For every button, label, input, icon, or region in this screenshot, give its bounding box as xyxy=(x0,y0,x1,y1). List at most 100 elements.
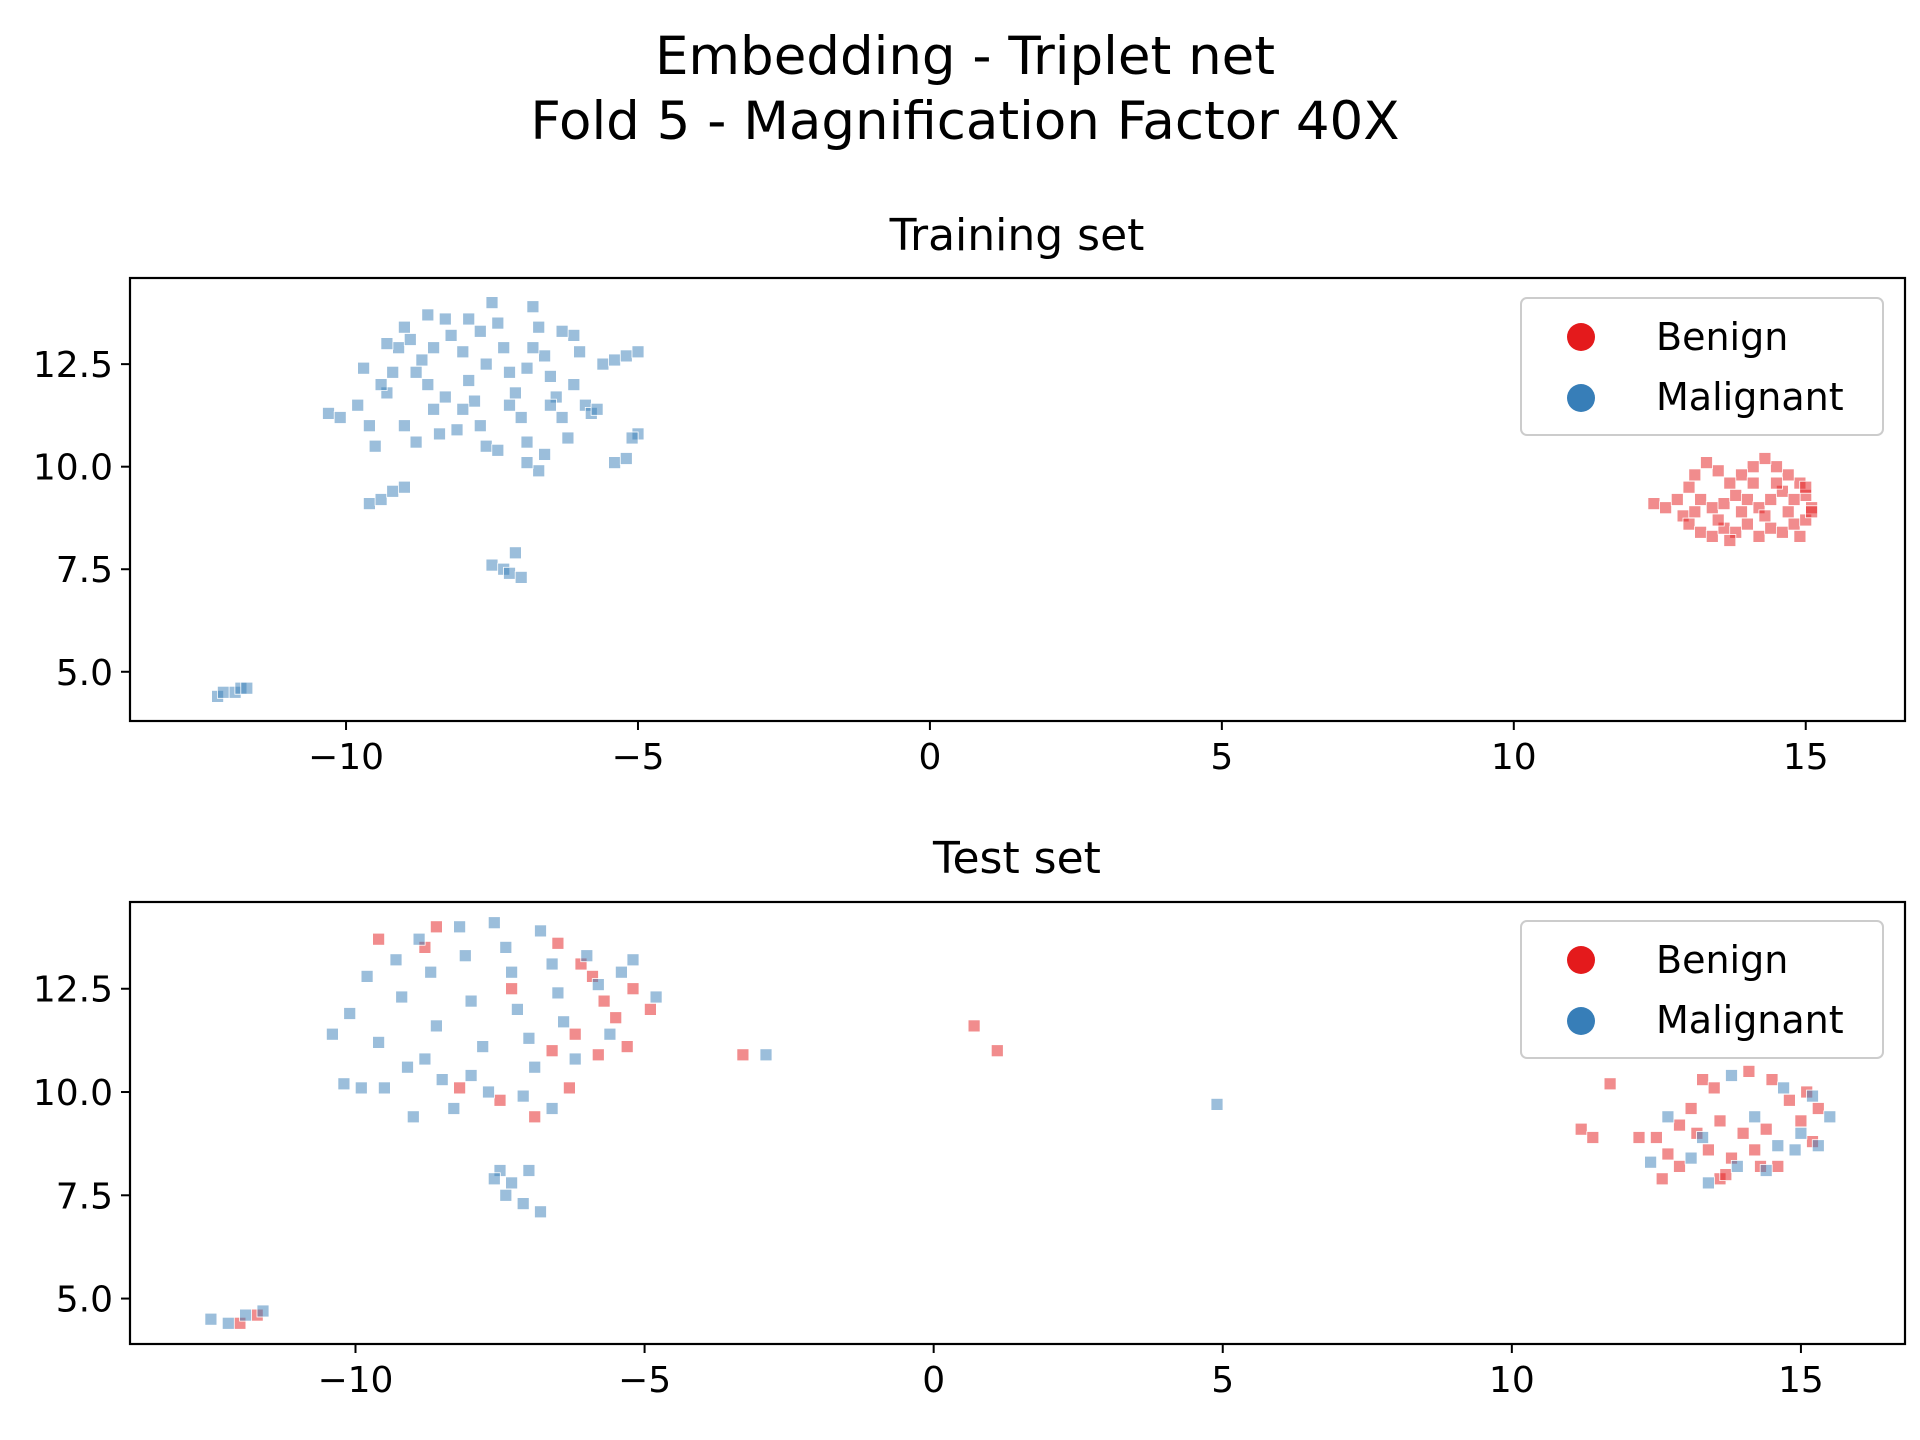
training-set-malignant-point xyxy=(422,309,434,321)
legend-benign-marker xyxy=(1567,946,1595,974)
training-set-malignant-point xyxy=(533,321,545,333)
training-set-malignant-point xyxy=(498,342,510,354)
training-set-malignant-point xyxy=(480,358,492,370)
test-set-malignant-point xyxy=(506,966,518,978)
training-set-xtick-label: 15 xyxy=(1783,737,1829,778)
training-set-malignant-point xyxy=(217,686,229,698)
test-set-benign-point xyxy=(569,1028,581,1040)
training-set-benign-point xyxy=(1759,510,1771,522)
training-set-benign-point xyxy=(1718,498,1730,510)
test-set-malignant-point xyxy=(558,1016,570,1028)
training-set-benign-point xyxy=(1794,530,1806,542)
training-set-malignant-point xyxy=(539,448,551,460)
test-set-malignant-point xyxy=(1778,1082,1790,1094)
training-set-malignant-point xyxy=(609,457,621,469)
test-set-malignant-point xyxy=(407,1111,419,1123)
test-set-malignant-point xyxy=(477,1041,489,1053)
test-set-malignant-point xyxy=(378,1082,390,1094)
test-set-malignant-point xyxy=(517,1198,529,1210)
training-set-malignant-point xyxy=(474,420,486,432)
test-set-malignant-point xyxy=(419,1053,431,1065)
training-set-malignant-point xyxy=(544,370,556,382)
legend-malignant-label: Malignant xyxy=(1656,375,1844,419)
training-set-benign-point xyxy=(1759,453,1771,465)
legend-malignant-label: Malignant xyxy=(1656,998,1844,1042)
test-set-malignant-point xyxy=(1807,1090,1819,1102)
test-set-malignant-point xyxy=(500,941,512,953)
test-set-malignant-point xyxy=(1772,1140,1784,1152)
training-set-benign-point xyxy=(1706,502,1718,514)
training-set-malignant-point xyxy=(363,420,375,432)
training-set-malignant-point xyxy=(597,358,609,370)
test-set-benign-point xyxy=(1674,1119,1686,1131)
test-set-ytick-label: 12.5 xyxy=(33,970,113,1011)
training-set-benign-point xyxy=(1800,481,1812,493)
test-set-malignant-point xyxy=(355,1082,367,1094)
training-set-malignant-point xyxy=(556,412,568,424)
training-set-malignant-point xyxy=(544,399,556,411)
training-set-malignant-point xyxy=(620,350,632,362)
training-set-malignant-point xyxy=(609,354,621,366)
test-set-ytick-label: 10.0 xyxy=(33,1073,113,1114)
test-set-xtick-label: 0 xyxy=(922,1360,945,1401)
training-set-benign-point xyxy=(1747,477,1759,489)
training-set-benign-point xyxy=(1741,494,1753,506)
test-set-malignant-point xyxy=(1760,1165,1772,1177)
training-set-benign-point xyxy=(1712,514,1724,526)
test-set-malignant-point xyxy=(430,1020,442,1032)
test-set-xtick-label: 15 xyxy=(1778,1360,1824,1401)
test-set-malignant-point xyxy=(344,1008,356,1020)
test-set-malignant-point xyxy=(506,1177,518,1189)
test-set-benign-point xyxy=(1697,1074,1709,1086)
test-set-benign-point xyxy=(1702,1144,1714,1156)
test-set-malignant-point xyxy=(402,1061,414,1073)
training-set-benign-point xyxy=(1712,465,1724,477)
legend-malignant-marker xyxy=(1567,1007,1595,1035)
test-set-benign-point xyxy=(454,1082,466,1094)
training-set-malignant-point xyxy=(556,325,568,337)
test-set-malignant-point xyxy=(546,1103,558,1115)
training-set-malignant-point xyxy=(457,403,469,415)
training-set-legend: Benign Malignant xyxy=(1521,298,1883,435)
training-set-benign-point xyxy=(1771,477,1783,489)
test-set-malignant-point xyxy=(425,966,437,978)
training-set-xtick-label: 10 xyxy=(1491,737,1537,778)
training-set-malignant-point xyxy=(486,297,498,309)
training-set-malignant-point xyxy=(387,485,399,497)
test-set-xtick-label: 5 xyxy=(1211,1360,1234,1401)
training-set-malignant-point xyxy=(515,412,527,424)
test-set-benign-point xyxy=(1674,1160,1686,1172)
training-set-malignant-point xyxy=(363,498,375,510)
test-set-benign-point xyxy=(529,1111,541,1123)
training-set-malignant-point xyxy=(375,494,387,506)
test-set-malignant-point xyxy=(552,987,564,999)
training-set-malignant-point xyxy=(509,387,521,399)
test-set-benign-point xyxy=(1604,1078,1616,1090)
training-set-malignant-point xyxy=(463,313,475,325)
test-set-malignant-point xyxy=(1685,1152,1697,1164)
training-set-benign-point xyxy=(1776,526,1788,538)
training-set-benign-point xyxy=(1765,494,1777,506)
test-set-benign-point xyxy=(644,1003,656,1015)
test-set-benign-point xyxy=(1812,1103,1824,1115)
training-set-benign-point xyxy=(1671,494,1683,506)
training-set-xtick-label: 5 xyxy=(1210,737,1233,778)
test-set-malignant-point xyxy=(1749,1111,1761,1123)
test-set-malignant-point xyxy=(1702,1177,1714,1189)
training-set-malignant-point xyxy=(422,379,434,391)
training-set-benign-point xyxy=(1765,522,1777,534)
training-set-malignant-point xyxy=(434,428,446,440)
training-set-malignant-point xyxy=(398,420,410,432)
training-set-malignant-point xyxy=(521,362,533,374)
test-set-malignant-point xyxy=(448,1103,460,1115)
test-set-malignant-point xyxy=(523,1032,535,1044)
test-set-legend: Benign Malignant xyxy=(1521,921,1883,1058)
training-set-benign-point xyxy=(1695,526,1707,538)
training-set-malignant-point xyxy=(632,346,644,358)
test-set-malignant-point xyxy=(1824,1111,1836,1123)
training-set-malignant-point xyxy=(323,407,335,419)
training-set-malignant-point xyxy=(521,457,533,469)
training-set-benign-point xyxy=(1695,494,1707,506)
test-set-malignant-point xyxy=(454,921,466,933)
test-set-benign-point xyxy=(991,1045,1003,1057)
